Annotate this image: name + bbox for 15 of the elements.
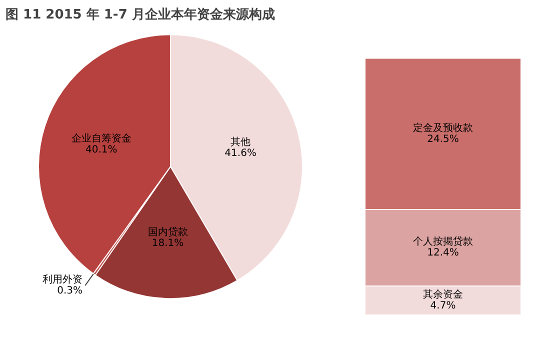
chart-title: 图 11 2015 年 1-7 月企业本年资金来源构成 [6,8,275,22]
data-label: 12.4% [427,248,459,259]
data-label: 0.3% [57,285,83,296]
data-label: 41.6% [224,148,256,159]
data-label: 40.1% [86,144,118,156]
slice-label: 国内贷款 [148,226,188,238]
slice-label: 企业自筹资金 [71,132,132,145]
data-label: 4.7% [430,300,456,312]
slice-label: 利用外资 [42,273,83,286]
series-label: 定金及预收款 [413,122,473,134]
slice-label: 其他 [230,136,251,148]
data-label: 24.5% [427,134,459,145]
data-label: 18.1% [152,238,184,250]
series-label: 其余资金 [423,288,463,300]
series-label: 个人按揭贷款 [413,236,473,248]
